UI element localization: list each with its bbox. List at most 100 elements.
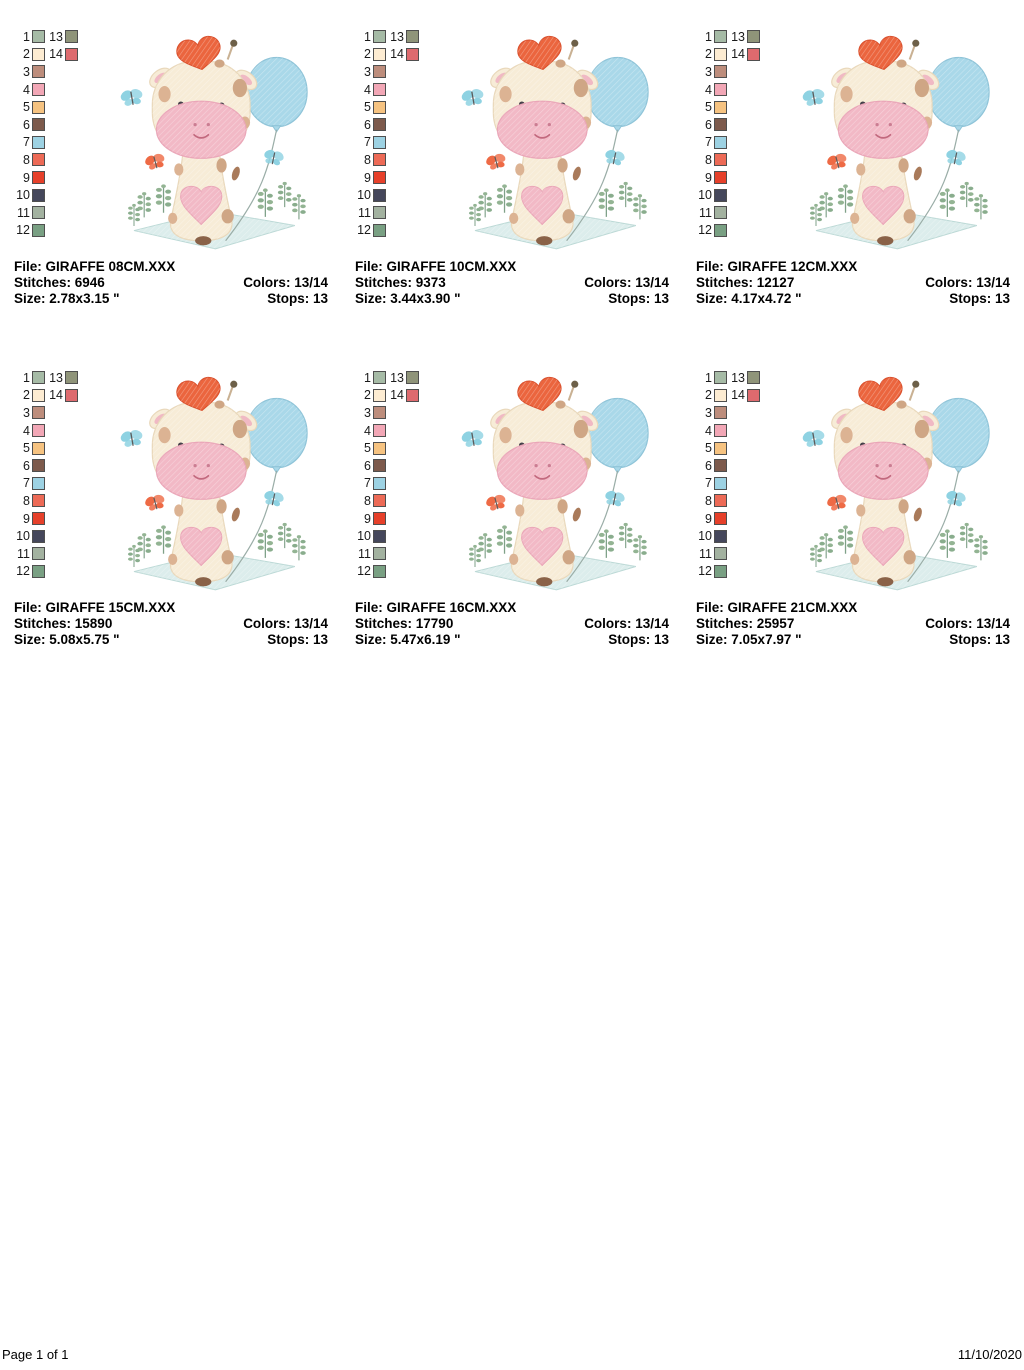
palette-number: 11 <box>699 546 712 561</box>
colors-label: Colors: <box>925 275 973 290</box>
palette-swatch-4: 4 <box>353 422 386 440</box>
palette-swatch-3: 3 <box>694 63 727 81</box>
color-swatch <box>65 47 78 61</box>
palette-number: 4 <box>705 82 712 97</box>
palette-swatch-7: 7 <box>353 475 386 493</box>
palette-swatch-12: 12 <box>694 563 727 581</box>
palette-number: 13 <box>731 370 745 385</box>
palette-swatch-5: 5 <box>694 98 727 116</box>
design-grid: 1 2 3 4 5 6 7 8 9 10 11 12 13 14 File: GIRAFFE 08CM.X… <box>0 25 1023 707</box>
stitches-label: Stitches: <box>355 616 413 631</box>
color-swatch <box>373 47 386 61</box>
stitches-value: 25957 <box>756 616 795 631</box>
file-label: File: <box>14 600 42 615</box>
palette-swatch-8: 8 <box>12 492 45 510</box>
palette-number: 10 <box>698 188 712 203</box>
color-swatch <box>373 406 386 420</box>
palette-number: 2 <box>23 47 30 62</box>
color-swatch <box>714 459 727 473</box>
thread-color-palette: 1 2 3 4 5 6 7 8 9 10 11 12 13 14 <box>12 369 78 580</box>
color-swatch <box>714 206 727 220</box>
color-swatch <box>406 47 419 61</box>
palette-number: 4 <box>364 82 371 97</box>
palette-swatch-11: 11 <box>694 545 727 563</box>
color-swatch <box>32 153 45 167</box>
color-swatch <box>32 30 45 44</box>
stitches-label: Stitches: <box>696 616 754 631</box>
palette-number: 4 <box>23 82 30 97</box>
stops-label: Stops: <box>608 291 651 306</box>
palette-swatch-14: 14 <box>45 387 78 405</box>
color-swatch <box>373 118 386 132</box>
colors-label: Colors: <box>584 275 632 290</box>
color-swatch <box>32 135 45 149</box>
color-swatch <box>32 188 45 202</box>
color-swatch <box>373 188 386 202</box>
color-swatch <box>32 83 45 97</box>
color-swatch <box>714 388 727 402</box>
color-swatch <box>714 153 727 167</box>
color-swatch <box>373 547 386 561</box>
stops-label: Stops: <box>267 291 310 306</box>
palette-number: 13 <box>390 370 404 385</box>
palette-swatch-9: 9 <box>694 510 727 528</box>
palette-number: 12 <box>698 564 712 579</box>
colors-value: 13/14 <box>976 616 1010 631</box>
thread-color-palette: 1 2 3 4 5 6 7 8 9 10 11 12 13 14 <box>694 28 760 239</box>
palette-number: 6 <box>364 458 371 473</box>
palette-swatch-3: 3 <box>694 404 727 422</box>
palette-swatch-11: 11 <box>353 204 386 222</box>
palette-number: 2 <box>705 47 712 62</box>
color-swatch <box>32 494 45 508</box>
size-value: 5.47x6.19 " <box>390 632 461 647</box>
color-swatch <box>714 406 727 420</box>
palette-swatch-10: 10 <box>12 527 45 545</box>
file-label: File: <box>14 259 42 274</box>
palette-swatch-8: 8 <box>353 492 386 510</box>
color-swatch <box>373 171 386 185</box>
palette-number: 10 <box>698 529 712 544</box>
size-label: Size: <box>14 632 46 647</box>
palette-number: 9 <box>364 511 371 526</box>
palette-number: 7 <box>364 135 371 150</box>
palette-number: 8 <box>23 152 30 167</box>
colors-label: Colors: <box>584 616 632 631</box>
design-info: File: GIRAFFE 21CM.XXX Stitches: 25957 C… <box>696 600 1010 648</box>
size-label: Size: <box>696 632 728 647</box>
palette-number: 7 <box>364 476 371 491</box>
color-swatch <box>373 100 386 114</box>
thread-color-palette: 1 2 3 4 5 6 7 8 9 10 11 12 13 14 <box>12 28 78 239</box>
color-swatch <box>373 459 386 473</box>
color-swatch <box>714 65 727 79</box>
stops-value: 13 <box>312 632 328 647</box>
embroidery-preview <box>794 31 1006 255</box>
file-value: GIRAFFE 15CM.XXX <box>45 600 176 615</box>
palette-number: 8 <box>364 152 371 167</box>
palette-number: 12 <box>16 223 30 238</box>
palette-swatch-4: 4 <box>12 422 45 440</box>
color-swatch <box>373 441 386 455</box>
palette-number: 13 <box>49 370 63 385</box>
palette-number: 9 <box>705 170 712 185</box>
palette-swatch-1: 1 <box>694 28 727 46</box>
palette-number: 5 <box>705 100 712 115</box>
color-swatch <box>32 171 45 185</box>
thread-color-palette: 1 2 3 4 5 6 7 8 9 10 11 12 13 14 <box>353 28 419 239</box>
palette-number: 9 <box>23 511 30 526</box>
palette-swatch-5: 5 <box>353 98 386 116</box>
file-value: GIRAFFE 08CM.XXX <box>45 259 176 274</box>
color-swatch <box>714 83 727 97</box>
palette-swatch-7: 7 <box>353 134 386 152</box>
file-label: File: <box>696 259 724 274</box>
palette-number: 6 <box>23 117 30 132</box>
palette-swatch-6: 6 <box>353 457 386 475</box>
palette-swatch-3: 3 <box>12 404 45 422</box>
stops-label: Stops: <box>267 632 310 647</box>
palette-number: 6 <box>705 458 712 473</box>
palette-number: 4 <box>364 423 371 438</box>
palette-number: 1 <box>23 370 30 385</box>
palette-number: 5 <box>364 441 371 456</box>
palette-number: 4 <box>23 423 30 438</box>
palette-number: 12 <box>16 564 30 579</box>
